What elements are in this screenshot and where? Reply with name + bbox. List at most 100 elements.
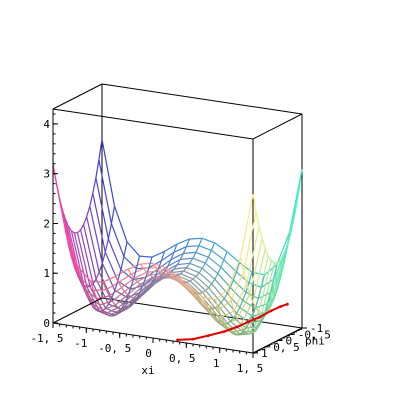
mesh-line (127, 263, 141, 270)
mesh-line (114, 280, 119, 291)
mesh-line (171, 270, 184, 274)
y-tick-label: 0, 5 (273, 341, 300, 354)
trajectory-point (176, 338, 180, 342)
mesh-line (157, 260, 162, 270)
mesh-line (261, 312, 266, 314)
mesh-line (143, 267, 157, 270)
mesh-line (258, 320, 263, 327)
mesh-line (83, 216, 88, 225)
box-edge (52, 83, 103, 110)
mesh-line (221, 316, 226, 324)
mesh-line (230, 329, 244, 333)
mesh-line (214, 319, 219, 324)
mesh-line (136, 296, 141, 299)
mesh-line (139, 255, 153, 258)
mesh-line (98, 159, 112, 224)
mesh-line (80, 278, 95, 291)
x-tick-label: 0, 5 (169, 352, 196, 365)
mesh-line (223, 251, 228, 261)
y-tick-label: -1 (310, 322, 323, 335)
trajectory-point (258, 315, 261, 319)
mesh-line (149, 284, 153, 287)
mesh-line (298, 169, 303, 190)
mesh-line (242, 291, 247, 301)
mesh-line (215, 288, 229, 301)
mesh-line (236, 333, 241, 336)
mesh-line (83, 224, 97, 280)
mesh-line (86, 206, 91, 217)
mesh-line (218, 322, 222, 325)
x-tick-label: -1 (74, 337, 87, 350)
mesh-line (96, 295, 110, 300)
mesh-line (177, 262, 190, 266)
mesh-line (123, 297, 138, 310)
mesh-line (102, 275, 116, 283)
mesh-line (280, 254, 285, 261)
mesh-line (252, 330, 256, 334)
mesh-line (98, 271, 113, 299)
surface-mesh (52, 139, 303, 336)
mesh-line (211, 278, 216, 285)
mesh-line (208, 310, 222, 318)
mesh-line (139, 294, 144, 298)
mesh-line (86, 296, 91, 304)
mesh-line (165, 267, 170, 273)
mesh-line (217, 266, 222, 274)
z-tick-label: 0 (43, 317, 50, 330)
mesh-line (180, 257, 193, 260)
y-tick-label: 1 (261, 347, 268, 360)
mesh-line (173, 243, 178, 253)
mesh-line (86, 285, 91, 288)
mesh-line (98, 139, 103, 160)
mesh-line (273, 289, 278, 299)
mesh-line (136, 281, 141, 285)
mesh-line (201, 262, 206, 269)
mesh-line (114, 304, 119, 309)
mesh-line (196, 298, 201, 304)
mesh-line (90, 302, 104, 311)
mesh-line (249, 293, 254, 303)
mesh-line (174, 278, 179, 282)
mesh-line (115, 268, 129, 277)
mesh-line (257, 287, 262, 299)
mesh-line (179, 253, 184, 260)
mesh-line (71, 257, 76, 268)
x-tick-label: -1, 5 (30, 332, 63, 345)
mesh-line (180, 273, 194, 280)
mesh-line (174, 275, 178, 278)
mesh-line (167, 258, 181, 267)
mesh-line (270, 254, 285, 306)
mesh-line (149, 274, 154, 278)
mesh-line (148, 256, 153, 268)
z-tick-label: 2 (43, 218, 50, 231)
mesh-line (118, 282, 123, 288)
mesh-line (264, 309, 269, 314)
mesh-line (77, 275, 82, 282)
mesh-line (105, 307, 119, 315)
mesh-line (186, 245, 199, 248)
mesh-line (223, 293, 228, 299)
mesh-line (130, 302, 135, 307)
mesh-line (107, 223, 112, 240)
mesh-line (167, 259, 172, 267)
mesh-line (202, 292, 216, 309)
mesh-line (208, 287, 222, 304)
mesh-line (129, 279, 134, 290)
mesh-line (220, 266, 234, 281)
mesh-line (130, 296, 135, 299)
mesh-line (277, 259, 282, 264)
mesh-line (152, 262, 157, 268)
mesh-line (142, 276, 147, 286)
mesh-line (214, 299, 220, 310)
mesh-line (105, 313, 110, 317)
trajectory-point (206, 334, 210, 337)
mesh-line (243, 271, 248, 285)
mesh-line (258, 226, 263, 240)
mesh-line (204, 256, 209, 264)
mesh-line (199, 291, 203, 295)
mesh-line (242, 299, 256, 309)
mesh-line (254, 298, 259, 309)
mesh-line (158, 270, 163, 275)
y-axis-label: phi (305, 334, 325, 347)
mesh-line (283, 246, 288, 255)
